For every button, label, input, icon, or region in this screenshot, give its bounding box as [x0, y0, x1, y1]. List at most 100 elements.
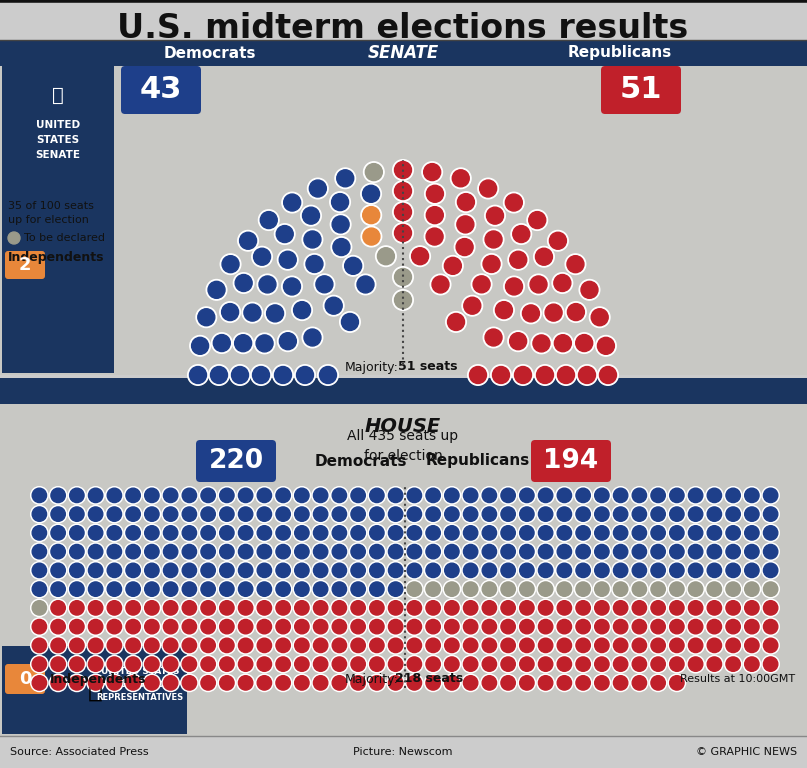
- Circle shape: [651, 620, 665, 634]
- Circle shape: [201, 545, 215, 559]
- Circle shape: [463, 601, 478, 615]
- Circle shape: [256, 487, 273, 504]
- Circle shape: [537, 561, 554, 579]
- Circle shape: [331, 655, 348, 673]
- Circle shape: [538, 488, 553, 502]
- Circle shape: [332, 620, 346, 634]
- Text: Republicans: Republicans: [426, 453, 530, 468]
- Circle shape: [632, 525, 646, 540]
- Circle shape: [349, 599, 367, 617]
- Circle shape: [726, 545, 740, 559]
- Circle shape: [331, 505, 348, 523]
- Circle shape: [595, 545, 609, 559]
- Circle shape: [463, 507, 478, 521]
- Circle shape: [424, 505, 441, 523]
- Circle shape: [362, 207, 380, 223]
- Circle shape: [593, 543, 611, 561]
- Circle shape: [537, 581, 554, 598]
- Circle shape: [106, 505, 123, 523]
- Circle shape: [651, 638, 665, 653]
- Circle shape: [483, 327, 504, 348]
- Circle shape: [455, 214, 475, 235]
- Circle shape: [220, 563, 234, 578]
- Circle shape: [126, 525, 140, 540]
- Circle shape: [201, 525, 215, 540]
- Circle shape: [313, 620, 328, 634]
- Text: Independents: Independents: [50, 673, 147, 686]
- Text: Majority:: Majority:: [345, 360, 399, 373]
- Circle shape: [725, 543, 742, 561]
- Circle shape: [260, 211, 278, 229]
- Circle shape: [763, 657, 778, 671]
- Circle shape: [124, 599, 142, 617]
- Circle shape: [143, 525, 161, 541]
- Circle shape: [252, 247, 272, 267]
- Circle shape: [31, 655, 48, 673]
- Circle shape: [32, 582, 47, 596]
- Circle shape: [705, 487, 723, 504]
- Circle shape: [482, 507, 496, 521]
- Circle shape: [164, 545, 178, 559]
- Circle shape: [535, 365, 555, 386]
- Circle shape: [295, 638, 309, 653]
- Circle shape: [370, 601, 384, 615]
- Text: To be declared: To be declared: [24, 233, 105, 243]
- Circle shape: [632, 620, 646, 634]
- Circle shape: [293, 655, 311, 673]
- Circle shape: [545, 304, 562, 321]
- Circle shape: [370, 676, 384, 690]
- Circle shape: [222, 303, 239, 320]
- Circle shape: [218, 487, 236, 504]
- Circle shape: [575, 561, 592, 579]
- Circle shape: [107, 620, 122, 634]
- Circle shape: [363, 162, 384, 182]
- Circle shape: [424, 618, 441, 635]
- Circle shape: [162, 505, 179, 523]
- Circle shape: [332, 507, 346, 521]
- Circle shape: [763, 563, 778, 578]
- Circle shape: [501, 638, 516, 653]
- Circle shape: [511, 223, 532, 244]
- Circle shape: [295, 545, 309, 559]
- Circle shape: [485, 205, 505, 226]
- Circle shape: [276, 657, 291, 671]
- Circle shape: [556, 655, 573, 673]
- Text: U.S. midterm elections results: U.S. midterm elections results: [117, 12, 688, 45]
- Circle shape: [463, 525, 478, 540]
- Circle shape: [331, 487, 348, 504]
- Circle shape: [306, 256, 323, 273]
- Circle shape: [126, 488, 140, 502]
- Circle shape: [567, 256, 584, 273]
- Circle shape: [276, 545, 291, 559]
- Circle shape: [393, 160, 413, 180]
- Circle shape: [595, 657, 609, 671]
- Text: UNITED
STATES
SENATE: UNITED STATES SENATE: [36, 121, 81, 160]
- Circle shape: [201, 676, 215, 690]
- Circle shape: [576, 676, 591, 690]
- Circle shape: [388, 620, 403, 634]
- Circle shape: [106, 561, 123, 579]
- Circle shape: [707, 620, 721, 634]
- FancyBboxPatch shape: [531, 440, 611, 482]
- Circle shape: [368, 487, 386, 504]
- Circle shape: [143, 637, 161, 654]
- Circle shape: [49, 581, 67, 598]
- Circle shape: [483, 256, 500, 273]
- Circle shape: [164, 638, 178, 653]
- Circle shape: [106, 599, 123, 617]
- Circle shape: [388, 657, 403, 671]
- Circle shape: [69, 507, 84, 521]
- Circle shape: [443, 655, 461, 673]
- Circle shape: [631, 599, 648, 617]
- Circle shape: [595, 582, 609, 596]
- Circle shape: [106, 525, 123, 541]
- Circle shape: [143, 674, 161, 691]
- Circle shape: [589, 307, 610, 327]
- Circle shape: [481, 561, 498, 579]
- Circle shape: [518, 543, 536, 561]
- Circle shape: [443, 618, 461, 635]
- Circle shape: [688, 620, 703, 634]
- Circle shape: [612, 599, 629, 617]
- Circle shape: [293, 525, 311, 541]
- Circle shape: [124, 561, 142, 579]
